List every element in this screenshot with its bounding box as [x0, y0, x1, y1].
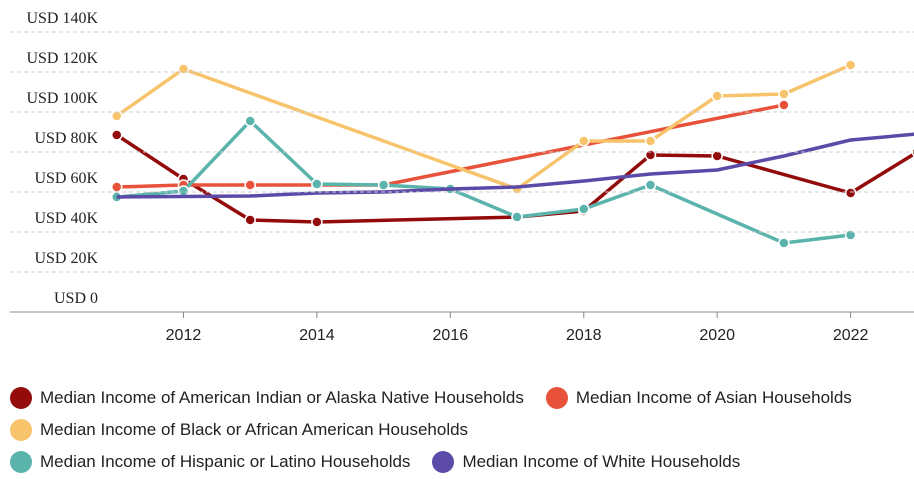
series-line: [115, 63, 852, 191]
y-tick-label: USD 40K: [34, 210, 98, 227]
legend-item: Median Income of Asian Households: [545, 386, 852, 410]
legend-label: Median Income of American Indian or Alas…: [40, 388, 524, 407]
data-point: [644, 135, 657, 147]
data-point: [311, 178, 323, 190]
x-tick-label: 2018: [566, 327, 602, 344]
data-point: [844, 187, 857, 199]
data-point: [511, 211, 523, 223]
legend-swatch: [10, 451, 32, 473]
data-point: [377, 179, 390, 191]
x-tick-label: 2020: [699, 327, 735, 344]
data-point: [778, 237, 790, 249]
legend-swatch: [432, 451, 455, 473]
y-tick-label: USD 20K: [34, 250, 98, 267]
legend-label: Median Income of White Households: [462, 452, 741, 471]
data-point: [711, 150, 723, 162]
data-point: [110, 129, 123, 141]
legend: Median Income of American Indian or Alas…: [10, 386, 890, 474]
data-point: [311, 216, 323, 228]
series-line: [115, 133, 914, 224]
data-point: [110, 110, 123, 122]
data-point: [778, 88, 790, 100]
x-tick-label: 2014: [299, 327, 335, 344]
x-tick-label: 2016: [433, 327, 469, 344]
x-tick-label: 2022: [833, 327, 869, 344]
data-point: [711, 90, 723, 102]
y-tick-label: USD 0: [54, 290, 98, 307]
data-point: [244, 115, 256, 127]
plot-area: [110, 59, 914, 249]
data-point: [644, 179, 657, 191]
data-point: [177, 185, 190, 197]
series-line: [116, 103, 785, 189]
legend-swatch: [545, 387, 568, 409]
legend-item: Median Income of Hispanic or Latino Hous…: [10, 450, 410, 474]
legend-item: Median Income of White Households: [432, 450, 740, 474]
legend-label: Median Income of Hispanic or Latino Hous…: [40, 452, 411, 471]
data-point: [110, 181, 123, 193]
y-tick-label: USD 120K: [26, 50, 98, 67]
x-tick-label: 2012: [166, 327, 202, 344]
chart: USD 0 USD 20K USD 40K USD 60K USD 80K USD 100…: [10, 10, 914, 344]
y-tick-label: USD 100K: [26, 90, 98, 107]
legend-label: Median Income of Asian Households: [575, 388, 852, 407]
series-line: [116, 132, 914, 199]
y-tick-label: USD 140K: [26, 10, 98, 27]
y-tick-label: USD 80K: [34, 130, 98, 147]
legend-swatch: [10, 387, 32, 409]
data-point: [578, 203, 590, 215]
legend-item: Median Income of American Indian or Alas…: [10, 386, 524, 410]
y-tick-label: USD 60K: [34, 170, 98, 187]
series-line: [116, 119, 851, 245]
data-point: [578, 135, 590, 147]
data-point: [778, 99, 790, 111]
data-point: [844, 59, 857, 71]
legend-item: Median Income of Black or African Americ…: [10, 418, 468, 442]
data-point: [244, 179, 256, 191]
legend-label: Median Income of Black or African Americ…: [40, 420, 469, 439]
data-point: [244, 214, 256, 226]
legend-swatch: [10, 419, 32, 441]
